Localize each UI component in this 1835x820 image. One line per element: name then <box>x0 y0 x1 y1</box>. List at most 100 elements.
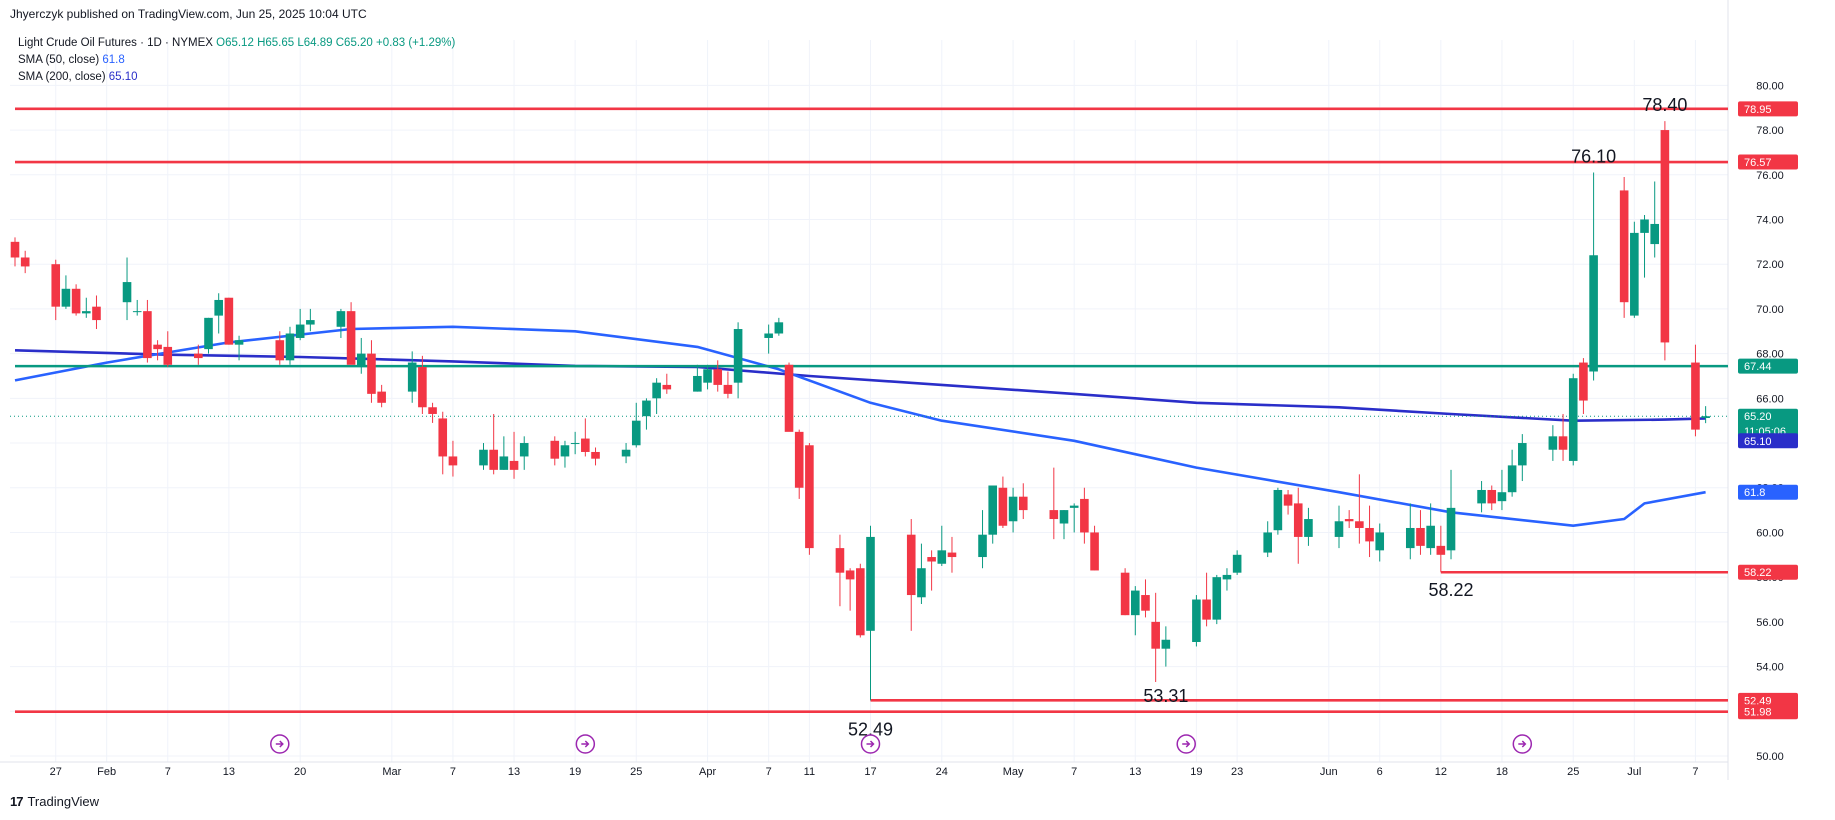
candle <box>906 519 916 631</box>
economic-event-icon[interactable] <box>1512 734 1533 754</box>
price-annotation: 53.31 <box>1143 686 1188 706</box>
economic-event-icon[interactable] <box>860 734 881 754</box>
candle-body <box>1365 527 1374 542</box>
y-tick-label: 56.00 <box>1756 617 1784 629</box>
price-tag-label: 67.44 <box>1744 361 1772 373</box>
candle-body <box>1069 505 1079 508</box>
candle-body <box>784 364 794 432</box>
candle <box>1375 523 1385 562</box>
candle-body <box>978 534 987 558</box>
candle <box>1589 172 1598 381</box>
candle <box>560 440 570 468</box>
x-tick-label: May <box>1003 766 1024 778</box>
price-annotation: 58.22 <box>1428 580 1473 600</box>
candle-body <box>81 311 91 314</box>
y-tick-label: 66.00 <box>1756 393 1784 405</box>
candle <box>856 563 865 638</box>
candle <box>1283 489 1293 515</box>
candle <box>61 275 71 309</box>
x-tick-label: 11 <box>804 766 815 778</box>
tradingview-footer[interactable]: 17 TradingView <box>10 794 99 809</box>
candle <box>1426 503 1435 555</box>
candle <box>631 402 641 448</box>
x-tick-label: 25 <box>1567 766 1579 778</box>
candle <box>937 525 947 566</box>
sma200-value: 65.10 <box>108 71 138 83</box>
economic-event-icon[interactable] <box>1176 734 1196 754</box>
symbol-legend-row[interactable]: Light Crude Oil Futures · 1D · NYMEX O65… <box>18 35 455 52</box>
candle <box>1507 449 1517 497</box>
candle <box>835 534 845 607</box>
candle <box>1130 586 1140 636</box>
candle-body <box>194 353 203 359</box>
candle <box>336 308 346 338</box>
candle-body <box>1426 525 1435 549</box>
candle <box>81 297 91 318</box>
x-tick-label: 7 <box>1692 766 1698 778</box>
x-tick-label: 23 <box>1231 766 1243 778</box>
candle-body <box>866 536 875 631</box>
y-tick-label: 68.00 <box>1756 349 1784 361</box>
candle-body <box>163 346 173 365</box>
candle <box>346 302 356 365</box>
candle <box>713 360 723 392</box>
candle <box>998 476 1008 528</box>
candle-body <box>1558 436 1568 450</box>
candle <box>204 317 213 354</box>
candle <box>1568 373 1578 466</box>
candle <box>1518 434 1527 482</box>
candle-body <box>1232 554 1242 573</box>
event-markers[interactable] <box>270 734 1533 754</box>
x-tick-label: 17 <box>864 766 876 778</box>
candle-body <box>1018 496 1028 511</box>
candle-body <box>1059 510 1069 524</box>
candle <box>1018 483 1028 520</box>
candle-body <box>733 329 743 383</box>
candle <box>295 308 305 341</box>
candle-body <box>1589 255 1598 372</box>
candle <box>1701 406 1710 424</box>
candle <box>1293 487 1303 564</box>
candle <box>1548 425 1558 461</box>
candle-body <box>499 456 509 470</box>
candle <box>10 237 20 267</box>
candle <box>122 257 132 321</box>
sma-lines <box>14 325 1706 527</box>
candle <box>570 431 580 455</box>
candle-body <box>591 451 600 459</box>
candle <box>1579 358 1588 414</box>
sma200-legend-row[interactable]: SMA (200, close) 65.10 <box>18 69 455 86</box>
candle <box>1446 469 1456 560</box>
economic-event-icon[interactable] <box>575 734 596 754</box>
price-annotation: 52.49 <box>848 719 893 739</box>
candle <box>784 362 794 432</box>
x-tick-label: 7 <box>766 766 772 778</box>
candle-body <box>61 288 71 307</box>
candle <box>1202 572 1211 627</box>
candle-body <box>336 311 346 327</box>
candle <box>1436 525 1446 573</box>
candle-body <box>1660 130 1670 343</box>
price-tag-label: 78.95 <box>1744 104 1772 116</box>
candle-body <box>906 534 916 596</box>
candle <box>1660 121 1670 361</box>
x-tick-label: Jun <box>1320 766 1338 778</box>
candle-body <box>774 322 784 334</box>
candle-body <box>71 288 81 314</box>
candle <box>132 299 142 316</box>
candle <box>652 378 661 414</box>
candle <box>581 418 590 457</box>
sma50-legend-row[interactable]: SMA (50, close) 61.8 <box>18 52 455 69</box>
candle-body <box>1080 498 1089 533</box>
x-tick-label: 24 <box>936 766 948 778</box>
price-tag-label: 61.8 <box>1744 487 1765 499</box>
close-value: C65.20 <box>335 37 373 49</box>
economic-event-icon[interactable] <box>270 734 290 754</box>
candle <box>1630 221 1639 318</box>
candle-body <box>1344 519 1354 522</box>
candle <box>621 443 631 464</box>
candle <box>377 384 386 408</box>
price-annotation: 78.40 <box>1642 95 1687 115</box>
y-tick-label: 54.00 <box>1756 662 1784 674</box>
